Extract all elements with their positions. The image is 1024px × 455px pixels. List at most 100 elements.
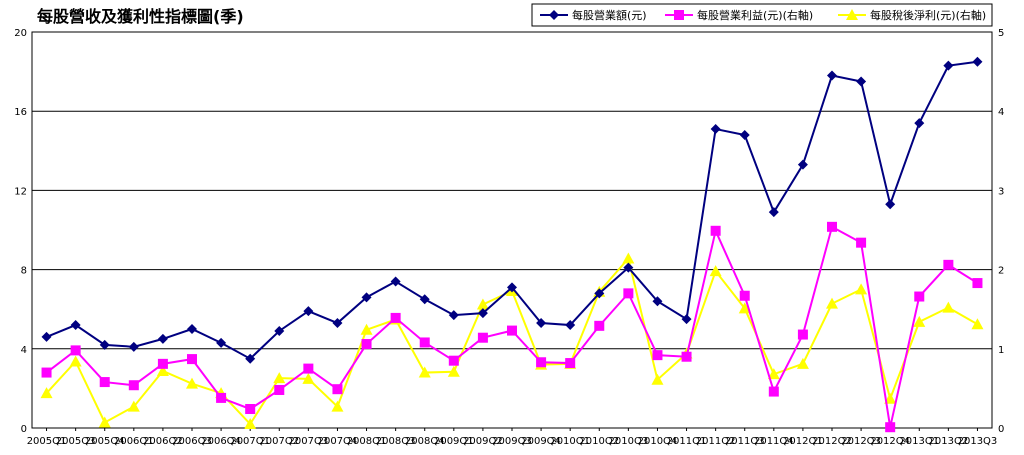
series-2-point — [477, 332, 488, 343]
right-tick-label: 4 — [998, 107, 1004, 118]
series-1-point — [390, 276, 401, 287]
x-tick-label: 2006Q3 — [172, 436, 212, 447]
legend-item-2: 每股營業利益(元)(右軸) — [665, 8, 813, 22]
x-tick-label: 2010Q3 — [609, 436, 649, 447]
series-2-point — [972, 278, 983, 289]
series-3-point — [796, 357, 809, 369]
right-tick-label: 2 — [998, 266, 1004, 277]
x-tick-label: 2013Q1 — [899, 436, 939, 447]
left-tick-label: 8 — [21, 266, 27, 277]
series-3-point — [651, 373, 664, 385]
legend-label: 每股營業利益(元)(右軸) — [697, 8, 813, 22]
series-3-point — [127, 400, 140, 412]
series-1-point — [41, 331, 52, 342]
x-tick-label: 2012Q1 — [783, 436, 823, 447]
series-3-point — [186, 377, 198, 389]
left-tick-label: 20 — [14, 28, 27, 39]
right-axis-ticks: 0 1 2 3 4 5 — [998, 28, 1004, 435]
series-2-point — [41, 367, 52, 378]
series-2-point — [536, 357, 547, 368]
series-2-point — [885, 422, 896, 433]
series-1-point — [943, 60, 954, 71]
left-axis-ticks: 0 4 8 12 16 20 — [14, 28, 27, 435]
series-2-point — [594, 320, 605, 331]
series-1-point — [623, 262, 634, 273]
series-1-point — [914, 118, 925, 129]
series-2-point — [739, 290, 750, 301]
series-1-point — [303, 306, 314, 317]
series-1-point — [827, 70, 837, 81]
series-1-point — [594, 288, 605, 299]
series-2-point — [274, 384, 285, 395]
x-tick-label: 2005Q1 — [27, 436, 67, 447]
grid-lines — [32, 110, 992, 350]
x-tick-label: 2010Q1 — [550, 436, 590, 447]
series-2-point — [681, 351, 692, 362]
series-2-point — [856, 237, 867, 248]
series-3-point — [418, 366, 431, 378]
series-2-point — [827, 221, 837, 232]
x-tick-label: 2011Q1 — [667, 436, 707, 447]
x-tick-label: 2011Q2 — [696, 436, 736, 447]
series-3-point — [360, 323, 373, 335]
series-1-point — [361, 292, 372, 303]
x-tick-label: 2011Q4 — [754, 436, 794, 447]
left-tick-label: 16 — [14, 107, 27, 118]
series-2-point — [303, 363, 314, 374]
series-2-point — [623, 288, 634, 299]
x-axis-ticks: 2005Q12005Q32005Q42006Q12006Q22006Q32006… — [27, 428, 997, 447]
x-tick-label: 2006Q1 — [114, 436, 154, 447]
chart-title: 每股營收及獲利性指標圖(季) — [37, 7, 244, 26]
series-3-point — [69, 355, 82, 367]
series-3-point — [826, 297, 838, 309]
x-tick-label: 2010Q2 — [579, 436, 619, 447]
series-1-point — [245, 353, 256, 364]
series-1-point — [216, 337, 227, 348]
series-3-point — [942, 301, 955, 313]
series-2-point — [361, 339, 372, 350]
series-2-point — [448, 355, 459, 366]
legend-marker — [674, 10, 684, 20]
series-3-point — [855, 283, 868, 295]
x-tick-label: 2007Q2 — [259, 436, 299, 447]
series-2-point — [914, 291, 925, 302]
x-tick-label: 2008Q4 — [405, 436, 445, 447]
right-tick-label: 1 — [998, 345, 1004, 356]
legend-item-1: 每股營業額(元) — [540, 8, 647, 22]
x-tick-label: 2008Q1 — [347, 436, 387, 447]
series-3-point — [709, 265, 722, 277]
series-3-point — [884, 392, 897, 404]
x-tick-label: 2007Q1 — [230, 436, 270, 447]
series-2-point — [187, 354, 197, 365]
legend-marker — [549, 10, 559, 20]
right-tick-label: 5 — [998, 28, 1004, 39]
series-2-point — [245, 403, 256, 414]
series-3-point — [767, 368, 780, 380]
x-tick-label: 2007Q3 — [289, 436, 329, 447]
left-tick-label: 12 — [14, 186, 27, 197]
x-tick-label: 2010Q4 — [638, 436, 678, 447]
series-2-point — [419, 337, 430, 348]
series-2-point — [768, 386, 779, 397]
series-1-point — [652, 296, 663, 307]
series-2-point — [216, 392, 227, 403]
series-2-point — [99, 377, 110, 388]
x-tick-label: 2009Q2 — [463, 436, 503, 447]
left-tick-label: 4 — [21, 345, 27, 356]
series-1-point — [856, 76, 867, 87]
legend-box — [531, 3, 993, 27]
series-3-point — [156, 364, 169, 376]
series-3-point — [913, 315, 926, 327]
series-1-point — [419, 294, 430, 305]
x-tick-label: 2006Q4 — [201, 436, 241, 447]
series-1-point — [448, 310, 459, 321]
series-2-point — [710, 225, 721, 236]
right-tick-label: 0 — [998, 424, 1004, 435]
series-1-point — [157, 333, 168, 344]
legend-item-3: 每股稅後淨利(元)(右軸) — [838, 8, 986, 22]
plot-area — [31, 31, 993, 429]
series-2-point — [157, 358, 168, 369]
series-1-point — [536, 318, 547, 329]
series-2-point — [565, 358, 576, 369]
